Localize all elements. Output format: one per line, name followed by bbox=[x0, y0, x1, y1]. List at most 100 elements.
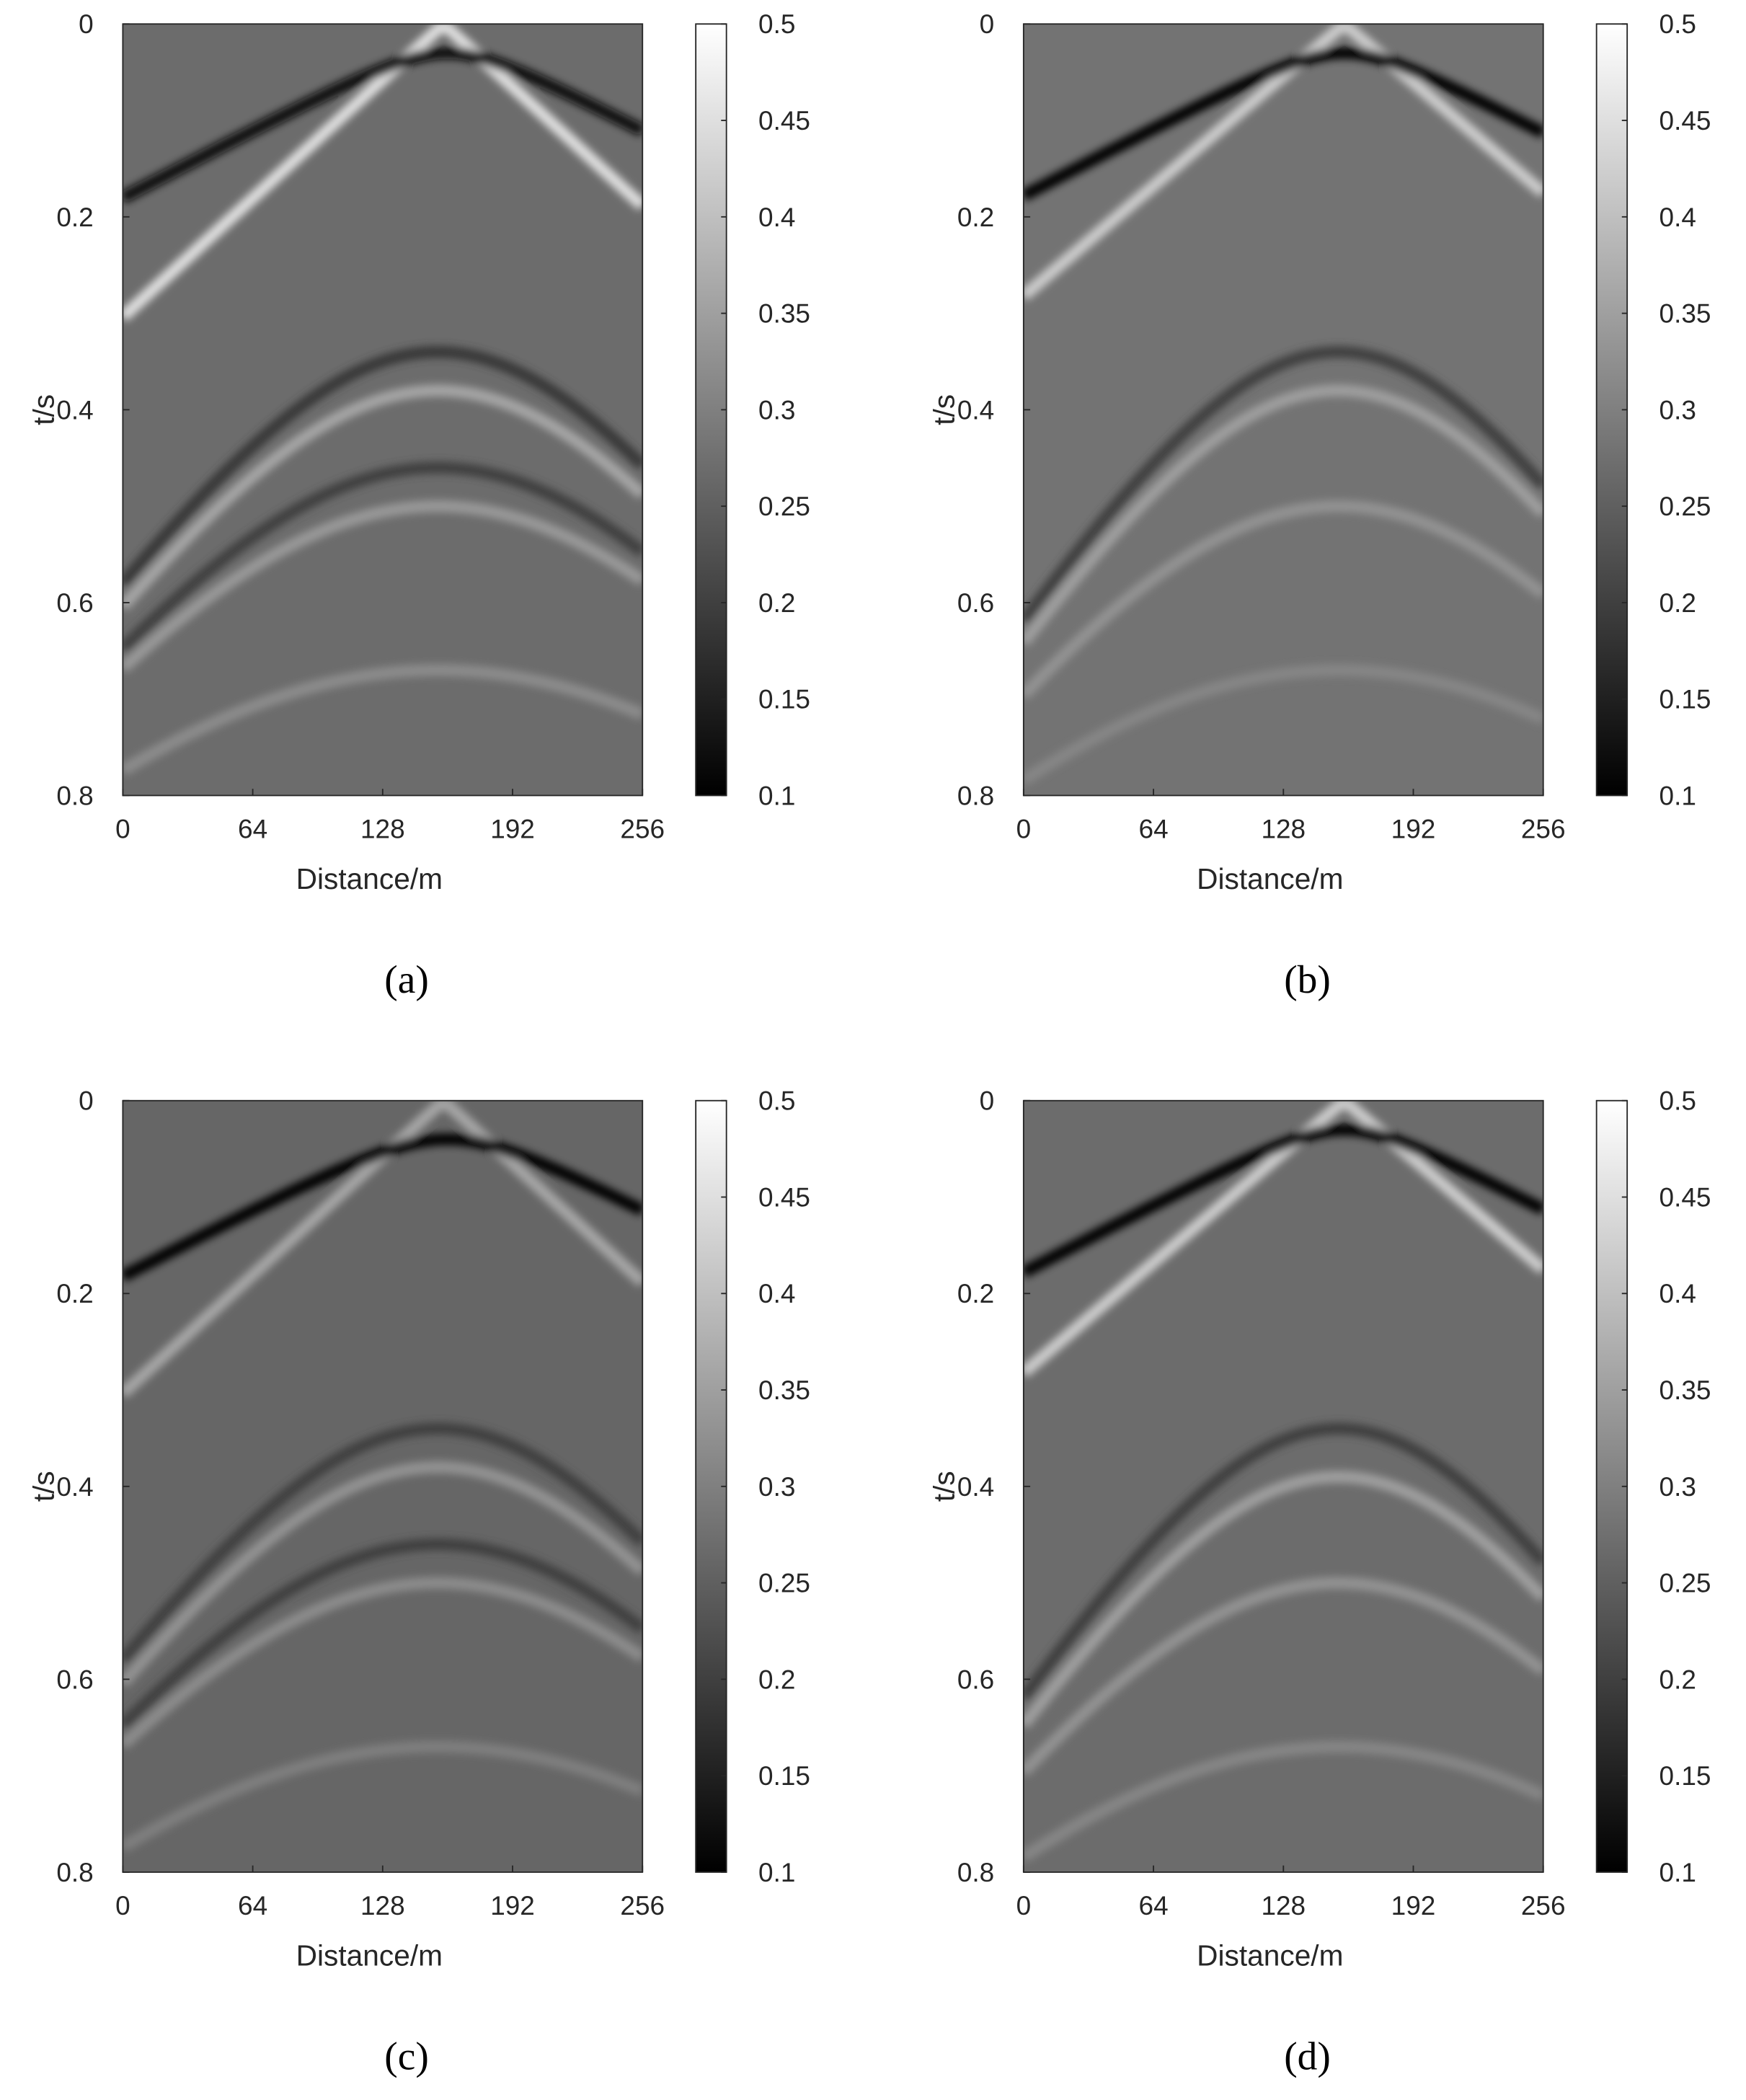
x-tick-label: 192 bbox=[1391, 815, 1436, 844]
seismic-event bbox=[1023, 664, 1543, 786]
y-tick-label: 0.6 bbox=[957, 1665, 994, 1694]
seismic-event bbox=[123, 1740, 643, 1853]
seismic-event bbox=[1023, 1123, 1543, 1278]
colorbar-tick-label: 0.15 bbox=[758, 1761, 810, 1791]
seismic-event bbox=[123, 1538, 643, 1730]
colorbar-tick-label: 0.2 bbox=[1659, 1665, 1696, 1694]
x-axis-label: Distance/m bbox=[296, 862, 443, 895]
seismic-event bbox=[1023, 384, 1543, 647]
colorbar-tick-label: 0.2 bbox=[758, 1665, 795, 1694]
seismic-event bbox=[123, 345, 643, 588]
x-tick-label: 0 bbox=[115, 815, 130, 844]
x-tick-label: 192 bbox=[490, 815, 535, 844]
colorbar-tick-label: 0.5 bbox=[758, 1086, 795, 1116]
y-axis-label: t/s bbox=[928, 394, 961, 425]
seismic-event bbox=[1023, 500, 1543, 700]
seismic-event bbox=[1023, 1577, 1543, 1776]
events bbox=[1023, 24, 1543, 786]
colorbar-tick-label: 0.45 bbox=[758, 106, 810, 136]
colorbar-tick-label: 0.25 bbox=[1659, 1569, 1711, 1598]
seismic-event bbox=[123, 461, 643, 653]
x-tick-label: 128 bbox=[1261, 815, 1306, 844]
y-axis-label: t/s bbox=[928, 1471, 961, 1502]
colorbar-tick-label: 0.5 bbox=[758, 9, 795, 39]
events-blur bbox=[123, 24, 643, 776]
panel: 0 64 128 192 25600.20.40.60.8Distance/mt/s0.… bbox=[27, 9, 810, 1001]
colorbar-tick-label: 0.4 bbox=[758, 1279, 795, 1308]
y-tick-label: 0.4 bbox=[957, 395, 994, 425]
x-tick-label: 256 bbox=[620, 1891, 665, 1920]
seismic-event bbox=[123, 24, 643, 322]
y-axis-label: t/s bbox=[27, 1471, 60, 1502]
seismic-event bbox=[123, 1577, 643, 1750]
y-tick-label: 0.6 bbox=[56, 588, 93, 618]
colorbar-tick-label: 0.25 bbox=[1659, 492, 1711, 521]
colorbar-tick-label: 0.15 bbox=[1659, 685, 1711, 714]
x-tick-label: 0 bbox=[1016, 815, 1032, 844]
y-tick-label: 0.8 bbox=[56, 781, 93, 810]
colorbar-tick-label: 0.2 bbox=[758, 588, 795, 618]
y-tick-label: 0.2 bbox=[957, 203, 994, 232]
panel: 0 64 128 192 25600.20.40.60.8Distance/mt/s0.… bbox=[27, 1086, 810, 2078]
panel: 0 64 128 192 25600.20.40.60.8Distance/mt/s0.… bbox=[928, 9, 1711, 1001]
y-tick-label: 0.8 bbox=[957, 781, 994, 810]
colorbar-tick-label: 0.2 bbox=[1659, 588, 1696, 618]
colorbar-tick-label: 0.1 bbox=[1659, 781, 1696, 810]
y-tick-label: 0.4 bbox=[957, 1472, 994, 1502]
y-tick-label: 0.4 bbox=[56, 395, 93, 425]
y-tick-label: 0.6 bbox=[56, 1665, 93, 1694]
seismic-event bbox=[1023, 24, 1543, 301]
x-tick-label: 128 bbox=[360, 1891, 405, 1920]
colorbar-tick-label: 0.3 bbox=[1659, 1472, 1696, 1502]
x-tick-label: 64 bbox=[238, 1891, 267, 1920]
y-tick-label: 0.4 bbox=[56, 1472, 93, 1502]
colorbar-tick-label: 0.4 bbox=[758, 203, 795, 232]
x-axis-label: Distance/m bbox=[1197, 862, 1343, 895]
colorbar-tick-label: 0.35 bbox=[758, 1375, 810, 1405]
colorbar-tick-label: 0.35 bbox=[1659, 299, 1711, 329]
caption: (d) bbox=[1284, 2034, 1331, 2078]
colorbar-tick-label: 0.4 bbox=[1659, 1279, 1696, 1308]
panel: 0 64 128 192 25600.20.40.60.8Distance/mt/s0.… bbox=[928, 1086, 1711, 2078]
events bbox=[123, 24, 643, 776]
seismic-event bbox=[123, 500, 643, 673]
seismic-event bbox=[123, 1422, 643, 1664]
seismic-event bbox=[123, 1133, 643, 1282]
x-tick-label: 192 bbox=[1391, 1891, 1436, 1920]
events-blur bbox=[123, 1100, 643, 1853]
y-tick-label: 0 bbox=[980, 1086, 995, 1116]
caption: (b) bbox=[1284, 957, 1331, 1001]
colorbar-tick-label: 0.4 bbox=[1659, 203, 1696, 232]
seismic-event bbox=[123, 664, 643, 776]
colorbar-tick-label: 0.45 bbox=[1659, 106, 1711, 136]
y-tick-label: 0.8 bbox=[957, 1858, 994, 1887]
events bbox=[1023, 1100, 1543, 1863]
colorbar-tick-label: 0.1 bbox=[758, 1858, 795, 1887]
seismic-event bbox=[1023, 1100, 1543, 1378]
colorbar-tick-label: 0.3 bbox=[758, 395, 795, 425]
x-tick-label: 256 bbox=[1521, 815, 1566, 844]
colorbar-tick-label: 0.1 bbox=[758, 781, 795, 810]
x-tick-label: 64 bbox=[1139, 1891, 1169, 1920]
colorbar-tick-label: 0.45 bbox=[758, 1182, 810, 1212]
colorbar-tick-label: 0.5 bbox=[1659, 1086, 1696, 1116]
x-tick-label: 64 bbox=[1139, 815, 1169, 844]
x-tick-label: 0 bbox=[1016, 1891, 1032, 1920]
x-axis-label: Distance/m bbox=[296, 1939, 443, 1972]
events-blur bbox=[1023, 1100, 1543, 1863]
y-tick-label: 0 bbox=[980, 9, 995, 39]
x-tick-label: 128 bbox=[360, 815, 405, 844]
caption: (c) bbox=[384, 2034, 429, 2078]
colorbar-tick-label: 0.5 bbox=[1659, 9, 1696, 39]
seismic-event bbox=[123, 47, 643, 203]
seismic-event bbox=[123, 1461, 643, 1688]
x-tick-label: 64 bbox=[238, 815, 267, 844]
x-tick-label: 0 bbox=[115, 1891, 130, 1920]
colorbar-tick-label: 0.3 bbox=[1659, 395, 1696, 425]
y-tick-label: 0.8 bbox=[56, 1858, 93, 1887]
seismic-event bbox=[123, 384, 643, 611]
colorbar-tick-label: 0.3 bbox=[758, 1472, 795, 1502]
seismic-event bbox=[1023, 1422, 1543, 1701]
x-tick-label: 128 bbox=[1261, 1891, 1306, 1920]
